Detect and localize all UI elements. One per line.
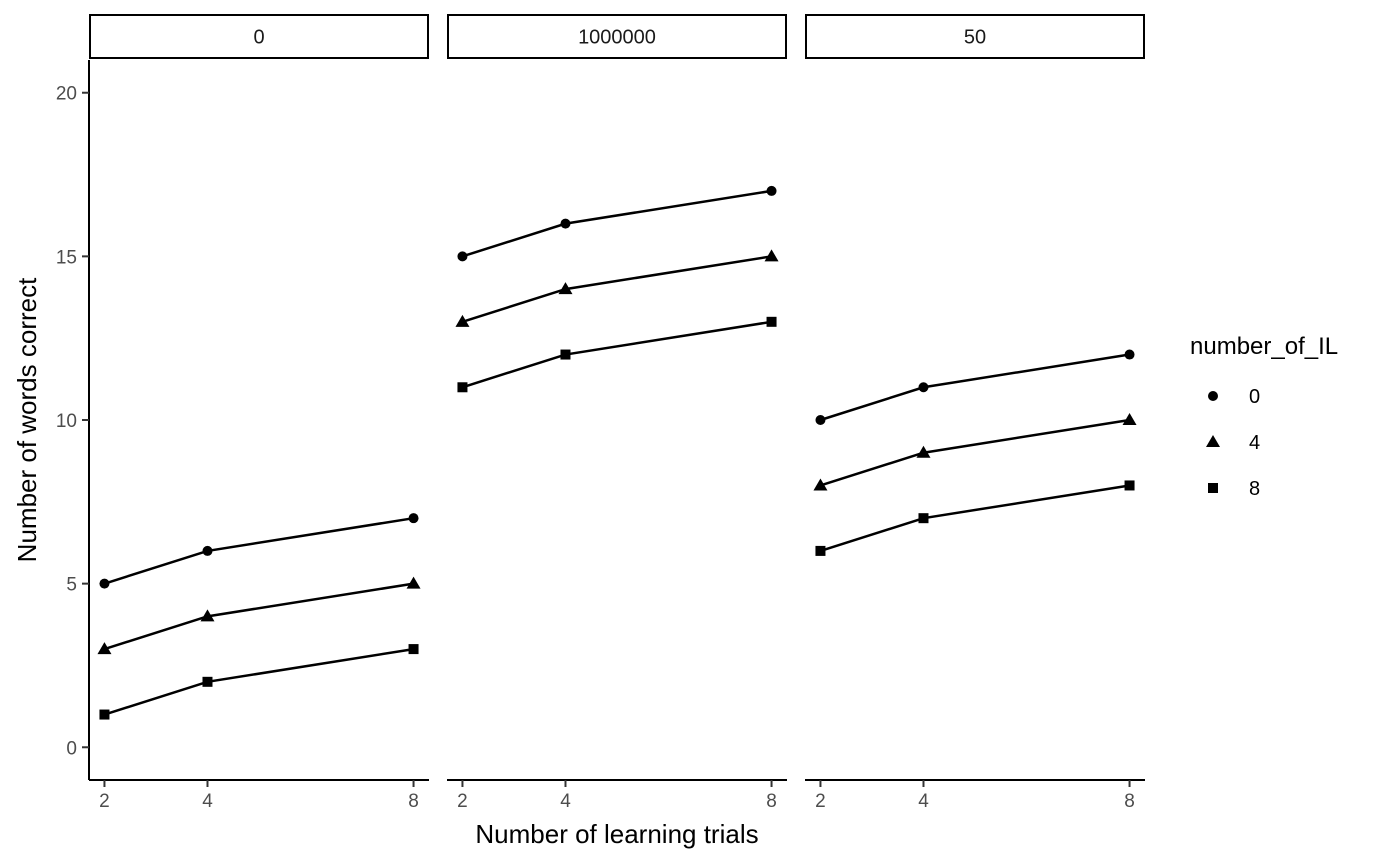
x-tick-label: 4 <box>918 791 929 812</box>
y-tick-label: 20 <box>56 84 77 105</box>
series-line <box>820 353 1130 422</box>
data-point <box>455 314 470 327</box>
data-point <box>97 642 112 655</box>
data-point <box>202 676 213 687</box>
series-line <box>104 516 414 585</box>
facet-panel-0: 0 2 4 8 <box>89 14 429 812</box>
legend-key <box>1206 435 1220 447</box>
data-point <box>99 578 110 589</box>
data-point <box>406 576 421 589</box>
x-tick-label: 4 <box>202 791 213 812</box>
x-tick-label: 4 <box>560 791 571 812</box>
data-point <box>560 349 571 360</box>
series-0 <box>815 349 1135 425</box>
data-point <box>1124 349 1135 360</box>
series-4 <box>455 249 779 327</box>
legend-item-0: 0 <box>1208 386 1260 408</box>
y-tick-label: 0 <box>66 738 77 759</box>
data-point <box>558 282 573 295</box>
facet-panel-1000000: 1000000 2 4 8 <box>447 14 787 812</box>
data-point <box>813 478 828 491</box>
data-point <box>408 644 419 655</box>
series-8 <box>457 316 777 393</box>
series-line <box>820 418 1130 487</box>
legend-entries: 0 4 8 <box>1206 386 1260 500</box>
facet-panels: 0 2 4 8 1000000 2 4 8 50 2 4 8 <box>89 14 1145 812</box>
series-4 <box>97 576 421 655</box>
legend-item-4: 4 <box>1206 432 1260 454</box>
legend: number_of_IL 0 4 8 <box>1190 333 1338 500</box>
legend-label: 0 <box>1249 386 1260 408</box>
series-line <box>104 647 414 716</box>
legend-item-8: 8 <box>1208 478 1260 500</box>
y-tick-label: 15 <box>56 247 77 268</box>
y-axis-title: Number of words correct <box>12 277 42 562</box>
x-tick-label: 8 <box>1124 791 1135 812</box>
series-0 <box>457 185 777 262</box>
series-4 <box>813 413 1137 491</box>
data-point <box>1122 413 1137 425</box>
x-tick-label: 2 <box>815 791 826 812</box>
data-point <box>766 185 777 196</box>
series-line <box>462 320 772 389</box>
series-line <box>462 189 772 258</box>
y-axis: 0 5 10 15 20 <box>56 60 90 780</box>
series-0 <box>99 513 419 589</box>
legend-label: 8 <box>1249 478 1260 500</box>
data-point <box>457 382 468 393</box>
data-point <box>815 545 826 556</box>
x-tick-label: 2 <box>99 791 110 812</box>
data-point <box>918 513 929 524</box>
legend-key <box>1208 391 1218 401</box>
data-point <box>408 513 419 524</box>
data-point <box>560 218 571 229</box>
facet-panel-50: 50 2 4 8 <box>805 14 1145 812</box>
data-point <box>916 445 931 458</box>
x-axis-title: Number of learning trials <box>475 819 758 849</box>
data-point <box>1124 480 1135 491</box>
legend-label: 4 <box>1249 432 1260 454</box>
y-tick-label: 5 <box>66 575 77 596</box>
x-tick-label: 8 <box>408 791 419 812</box>
facet-strip <box>447 14 787 59</box>
series-8 <box>815 480 1135 556</box>
facet-strip-label: 0 <box>253 27 264 49</box>
data-point <box>764 249 779 262</box>
x-tick-label: 8 <box>766 791 777 812</box>
data-point <box>457 251 468 262</box>
series-line <box>820 484 1130 553</box>
facet-strip-label: 1000000 <box>578 27 656 49</box>
data-point <box>815 415 826 425</box>
data-point <box>202 545 213 556</box>
facet-strip-label: 50 <box>964 27 986 49</box>
legend-key <box>1208 483 1218 493</box>
series-line <box>104 582 414 651</box>
facet-strip <box>89 14 429 59</box>
series-8 <box>99 644 419 720</box>
facet-strip <box>805 14 1145 59</box>
series-line <box>462 255 772 324</box>
data-point <box>200 609 215 622</box>
y-tick-label: 10 <box>56 411 77 432</box>
data-point <box>99 709 110 720</box>
x-tick-label: 2 <box>457 791 468 812</box>
data-point <box>918 382 929 393</box>
data-point <box>766 316 777 327</box>
legend-title: number_of_IL <box>1190 333 1338 360</box>
